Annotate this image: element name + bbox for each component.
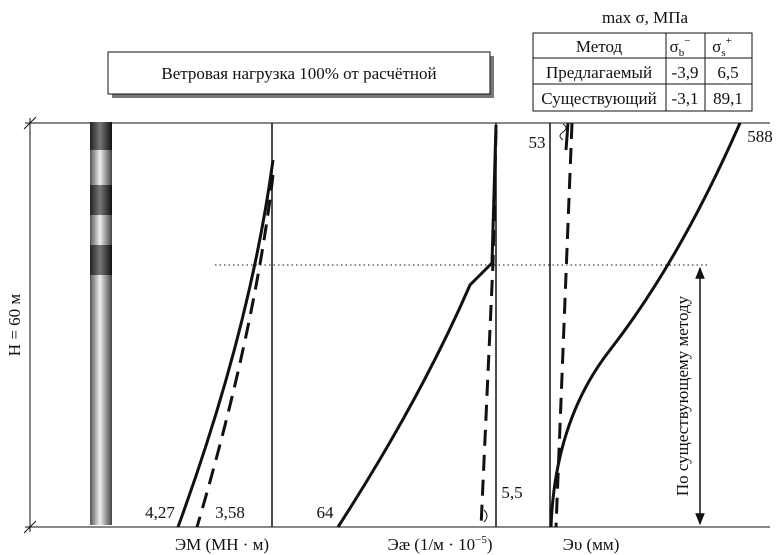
load-box <box>107 51 491 95</box>
x-label: Эυ (мм) <box>563 535 620 554</box>
x-label: ЭМ (МН · м) <box>175 535 269 554</box>
table-header: σb− <box>670 35 691 59</box>
text-part: σ <box>670 37 679 56</box>
table-cell: Существующий <box>541 89 656 108</box>
text-part: −5 <box>475 534 487 546</box>
curve-label: 588 <box>747 127 773 146</box>
table-grid <box>532 32 753 112</box>
load-box-text: Ветровая нагрузка 100% от расчётной <box>161 64 436 83</box>
curve-label: 64 <box>317 503 335 522</box>
pole-band <box>90 245 112 275</box>
text-part: − <box>684 35 690 47</box>
table-cell: -3,1 <box>672 89 699 108</box>
pole-band <box>90 185 112 215</box>
arrow-label: По существующему методу <box>673 295 692 496</box>
curve-label: 53 <box>529 133 546 152</box>
table-header: σs+ <box>712 35 732 59</box>
text-part: b <box>679 47 685 59</box>
text-part: ) <box>487 535 493 554</box>
text-part: + <box>726 35 732 47</box>
text-part: s <box>721 47 725 59</box>
text-part: Эæ (1/м · 10 <box>387 535 475 554</box>
curve-label: 5,5 <box>501 483 522 502</box>
pole <box>90 122 112 525</box>
leader <box>483 509 488 523</box>
table-cell: 6,5 <box>717 63 738 82</box>
table-header: Метод <box>576 37 623 56</box>
leader <box>559 123 567 141</box>
table-cell: Предлагаемый <box>546 63 652 82</box>
curve-label: 4,27 <box>145 503 175 522</box>
text-part: σ <box>712 37 721 56</box>
table-title: max σ, МПа <box>602 8 689 27</box>
pole-band <box>90 122 112 150</box>
curve-label: 3,58 <box>215 503 245 522</box>
height-label: H = 60 м <box>5 294 24 357</box>
x-label: Эæ (1/м · 10−5) <box>387 534 492 554</box>
table-cell: 89,1 <box>713 89 743 108</box>
frame <box>23 116 770 534</box>
table-cell: -3,9 <box>672 63 699 82</box>
curves <box>176 122 742 528</box>
